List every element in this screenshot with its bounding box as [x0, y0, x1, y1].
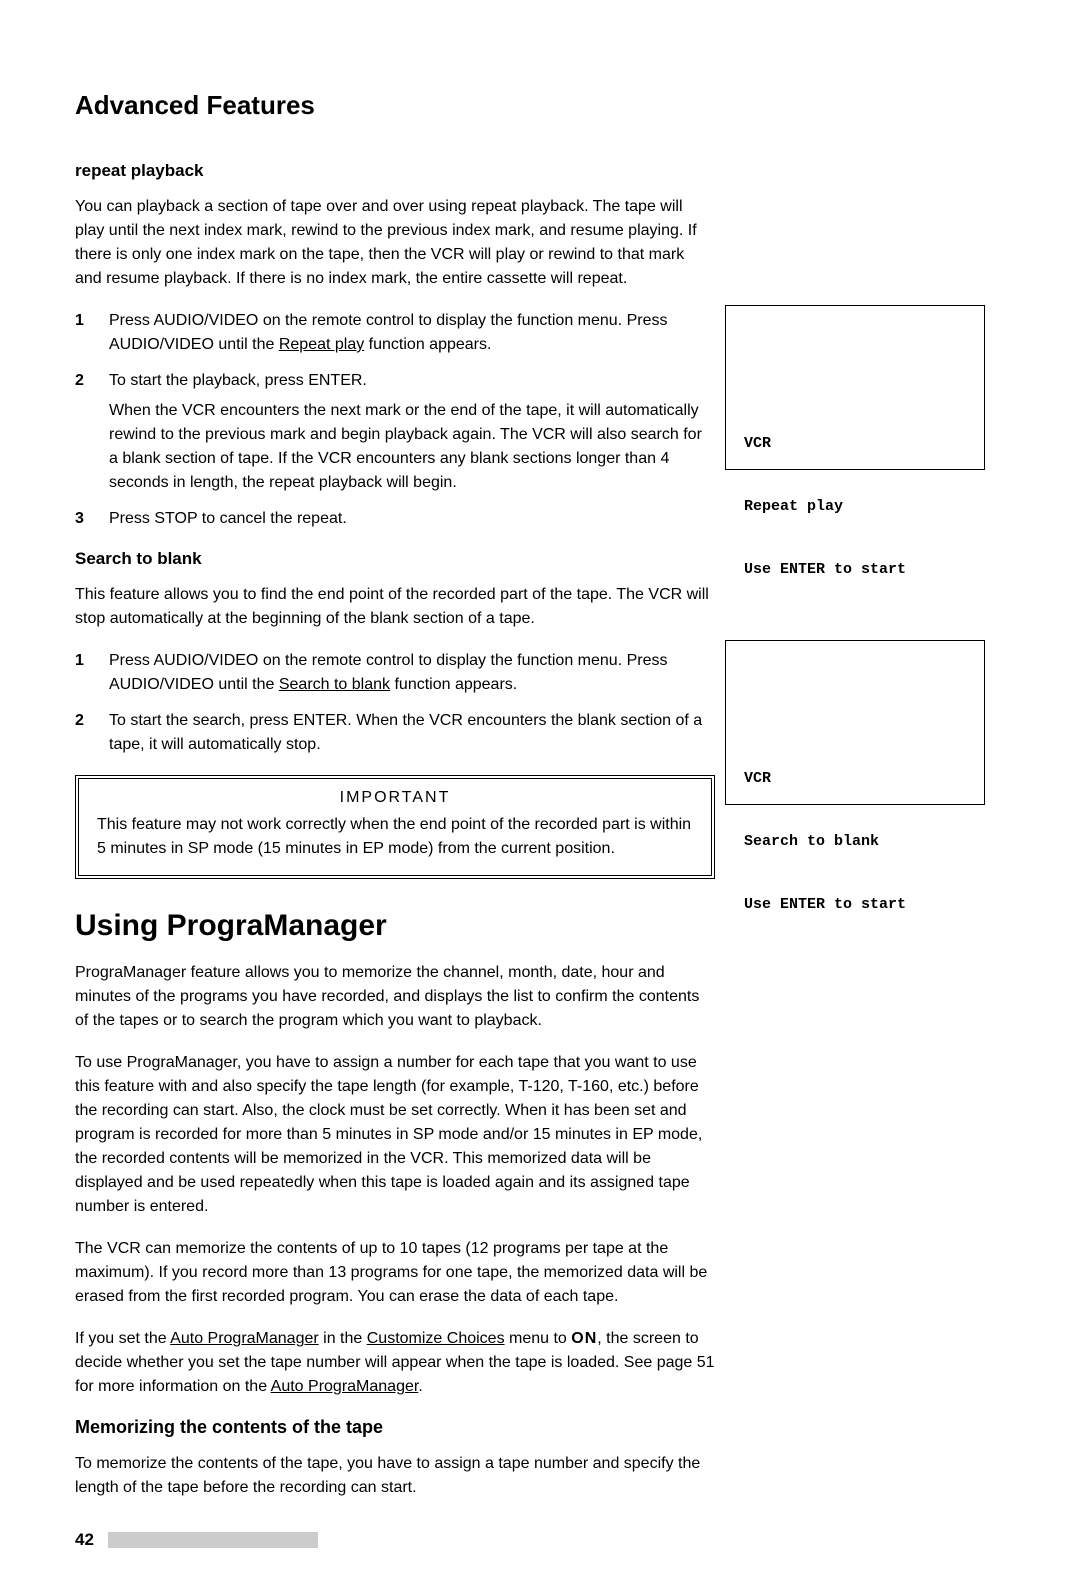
page-number: 42	[75, 1530, 94, 1550]
important-title: IMPORTANT	[97, 789, 693, 807]
search-blank-link: Search to blank	[279, 676, 390, 693]
repeat-playback-steps: 1 Press AUDIO/VIDEO on the remote contro…	[75, 309, 715, 531]
step-number: 3	[75, 507, 84, 531]
repeat-playback-intro: You can playback a section of tape over …	[75, 195, 715, 291]
step-number: 2	[75, 369, 84, 393]
screen-line: VCR	[744, 768, 906, 789]
auto-programanager-link-2: Auto PrograManager	[271, 1378, 419, 1395]
memorizing-text: To memorize the contents of the tape, yo…	[75, 1452, 715, 1500]
on-label: ON	[571, 1330, 597, 1347]
pm-paragraph-2: To use PrograManager, you have to assign…	[75, 1051, 715, 1219]
page-footer: 42	[75, 1530, 715, 1550]
screen-line: Repeat play	[744, 496, 906, 517]
search-blank-screen: VCR Search to blank Use ENTER to start	[725, 640, 985, 805]
step-number: 1	[75, 649, 84, 673]
screen-line: Use ENTER to start	[744, 559, 906, 580]
step-2: 2 To start the search, press ENTER. When…	[75, 709, 715, 757]
screen-line: Use ENTER to start	[744, 894, 906, 915]
customize-choices-link: Customize Choices	[367, 1330, 505, 1347]
progra-manager-heading: Using PrograManager	[75, 909, 715, 943]
auto-programanager-link: Auto PrograManager	[170, 1330, 319, 1347]
step-text: To start the playback, press ENTER.	[109, 369, 715, 393]
step-1: 1 Press AUDIO/VIDEO on the remote contro…	[75, 309, 715, 357]
step-text: To start the search, press ENTER. When t…	[109, 709, 715, 757]
step-number: 1	[75, 309, 84, 333]
step-text: When the VCR encounters the next mark or…	[109, 399, 715, 495]
search-blank-heading: Search to blank	[75, 549, 715, 569]
repeat-play-screen: VCR Repeat play Use ENTER to start	[725, 305, 985, 470]
repeat-playback-heading: repeat playback	[75, 161, 715, 181]
step-text: Press STOP to cancel the repeat.	[109, 507, 715, 531]
step-2: 2 To start the playback, press ENTER. Wh…	[75, 369, 715, 495]
footer-bar	[108, 1532, 318, 1548]
step-number: 2	[75, 709, 84, 733]
step-text: function appears.	[364, 336, 491, 353]
repeat-play-link: Repeat play	[279, 336, 364, 353]
important-text: This feature may not work correctly when…	[97, 813, 693, 861]
screen-line: Search to blank	[744, 831, 906, 852]
step-text: function appears.	[390, 676, 517, 693]
pm-paragraph-4: If you set the Auto PrograManager in the…	[75, 1327, 715, 1399]
step-3: 3 Press STOP to cancel the repeat.	[75, 507, 715, 531]
section-title: Advanced Features	[75, 90, 715, 121]
pm-paragraph-3: The VCR can memorize the contents of up …	[75, 1237, 715, 1309]
search-blank-steps: 1 Press AUDIO/VIDEO on the remote contro…	[75, 649, 715, 757]
important-box: IMPORTANT This feature may not work corr…	[75, 775, 715, 879]
screen-line: VCR	[744, 433, 906, 454]
search-blank-intro: This feature allows you to find the end …	[75, 583, 715, 631]
step-1: 1 Press AUDIO/VIDEO on the remote contro…	[75, 649, 715, 697]
pm-paragraph-1: PrograManager feature allows you to memo…	[75, 961, 715, 1033]
memorizing-heading: Memorizing the contents of the tape	[75, 1417, 715, 1438]
